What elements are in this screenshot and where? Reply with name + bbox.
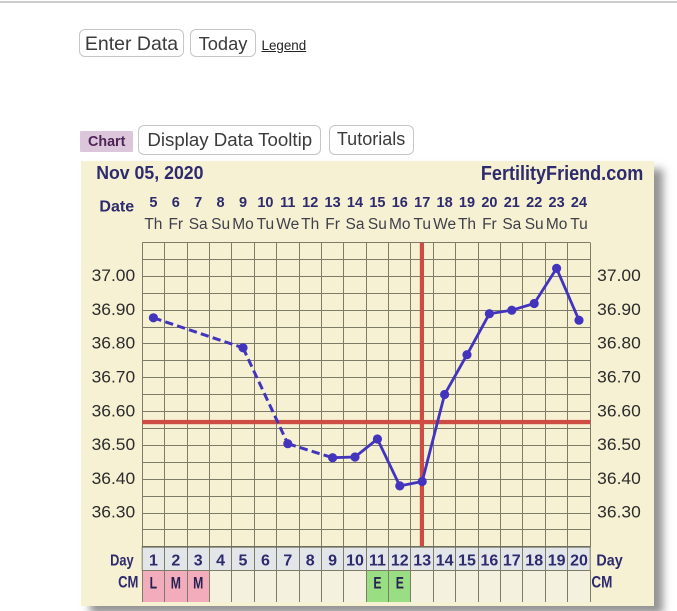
svg-text:18: 18	[437, 195, 453, 211]
svg-text:Sa: Sa	[189, 216, 208, 233]
svg-text:Nov 05, 2020: Nov 05, 2020	[96, 162, 203, 183]
svg-text:Tu: Tu	[570, 216, 588, 233]
svg-text:E: E	[396, 575, 404, 593]
svg-text:Day: Day	[596, 553, 622, 570]
svg-text:Date: Date	[99, 199, 134, 216]
svg-text:L: L	[150, 575, 158, 593]
svg-text:16: 16	[481, 553, 499, 570]
svg-text:We: We	[433, 216, 456, 233]
svg-text:9: 9	[328, 553, 337, 570]
svg-text:36.40: 36.40	[597, 470, 641, 488]
svg-text:3: 3	[194, 553, 203, 570]
svg-text:Su: Su	[211, 216, 230, 233]
svg-text:15: 15	[369, 195, 385, 211]
svg-text:36.50: 36.50	[597, 436, 641, 454]
svg-text:36.60: 36.60	[597, 402, 641, 420]
svg-text:Tu: Tu	[413, 216, 431, 233]
svg-text:Fr: Fr	[482, 216, 497, 233]
svg-text:16: 16	[392, 195, 408, 211]
svg-text:FertilityFriend.com: FertilityFriend.com	[481, 163, 643, 185]
svg-text:2: 2	[171, 553, 180, 570]
svg-text:6: 6	[172, 195, 180, 211]
svg-text:CM: CM	[591, 573, 612, 591]
svg-text:36.80: 36.80	[92, 335, 136, 353]
svg-text:12: 12	[302, 195, 318, 211]
svg-text:36.30: 36.30	[92, 504, 136, 522]
svg-text:7: 7	[283, 553, 292, 570]
svg-text:36.80: 36.80	[597, 335, 641, 353]
svg-text:22: 22	[526, 195, 542, 211]
svg-text:36.90: 36.90	[92, 301, 136, 319]
svg-text:36.30: 36.30	[597, 504, 641, 522]
svg-text:37.00: 37.00	[92, 267, 136, 285]
svg-text:Fr: Fr	[325, 216, 340, 233]
svg-text:23: 23	[549, 195, 565, 211]
svg-text:Sa: Sa	[346, 216, 365, 233]
svg-text:Tu: Tu	[257, 216, 275, 233]
svg-text:19: 19	[548, 553, 566, 570]
svg-text:20: 20	[570, 553, 588, 570]
svg-text:E: E	[373, 575, 381, 593]
svg-text:20: 20	[481, 195, 497, 211]
svg-text:36.60: 36.60	[92, 402, 136, 420]
svg-text:18: 18	[525, 553, 543, 570]
svg-text:5: 5	[149, 195, 157, 211]
svg-text:17: 17	[414, 195, 430, 211]
svg-text:36.70: 36.70	[597, 369, 641, 387]
svg-text:36.70: 36.70	[92, 369, 136, 387]
svg-text:8: 8	[306, 553, 315, 570]
svg-text:15: 15	[458, 553, 476, 570]
svg-text:Su: Su	[525, 216, 544, 233]
svg-text:Su: Su	[368, 216, 387, 233]
svg-text:24: 24	[571, 195, 587, 211]
svg-text:12: 12	[391, 553, 409, 570]
svg-text:Fr: Fr	[168, 216, 183, 233]
svg-text:13: 13	[413, 553, 431, 570]
svg-text:14: 14	[347, 195, 363, 211]
svg-text:10: 10	[346, 553, 364, 570]
svg-text:6: 6	[261, 553, 270, 570]
svg-text:36.90: 36.90	[597, 301, 641, 319]
svg-text:14: 14	[436, 553, 454, 570]
svg-text:21: 21	[504, 195, 520, 211]
svg-text:4: 4	[216, 553, 225, 570]
svg-text:17: 17	[503, 553, 521, 570]
svg-text:9: 9	[239, 195, 247, 211]
svg-text:19: 19	[459, 195, 475, 211]
svg-text:5: 5	[239, 553, 248, 570]
svg-text:M: M	[193, 575, 203, 593]
svg-text:Th: Th	[144, 216, 162, 233]
svg-text:We: We	[276, 216, 299, 233]
svg-text:36.50: 36.50	[92, 436, 136, 454]
svg-text:Sa: Sa	[502, 216, 521, 233]
svg-text:Mo: Mo	[546, 216, 568, 233]
svg-text:7: 7	[194, 195, 202, 211]
svg-text:Day: Day	[110, 553, 134, 570]
svg-text:11: 11	[280, 195, 295, 211]
svg-text:Th: Th	[458, 216, 476, 233]
svg-text:M: M	[171, 575, 181, 593]
svg-text:13: 13	[325, 195, 341, 211]
svg-text:8: 8	[217, 195, 225, 211]
svg-text:36.40: 36.40	[92, 470, 136, 488]
svg-text:11: 11	[369, 553, 386, 570]
svg-text:CM: CM	[118, 573, 138, 591]
svg-text:10: 10	[257, 195, 273, 211]
svg-text:37.00: 37.00	[597, 267, 641, 285]
svg-text:1: 1	[149, 553, 158, 570]
svg-text:Th: Th	[301, 216, 319, 233]
svg-text:Mo: Mo	[389, 216, 411, 233]
svg-text:Mo: Mo	[232, 216, 254, 233]
